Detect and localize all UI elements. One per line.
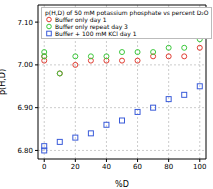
html-text:Buffer only day 1: Buffer only day 1 xyxy=(55,16,107,23)
svg-text:60: 60 xyxy=(133,163,142,171)
html-text:Buffer + 100 mM KCl day 1: Buffer + 100 mM KCl day 1 xyxy=(55,30,137,37)
svg-text:40: 40 xyxy=(102,163,111,171)
html-text:p(H,D) of 50 mM potassium phos: p(H,D) of 50 mM potassium phosphate vs p… xyxy=(45,9,209,16)
svg-text:100: 100 xyxy=(193,163,205,171)
svg-text:%D: %D xyxy=(115,180,129,189)
svg-text:80: 80 xyxy=(164,163,173,171)
svg-text:7.10: 7.10 xyxy=(17,19,33,27)
svg-text:0: 0 xyxy=(42,163,46,171)
html-text:Buffer only repeat day 3: Buffer only repeat day 3 xyxy=(55,23,128,30)
svg-text:6.90: 6.90 xyxy=(17,104,33,112)
svg-text:7.00: 7.00 xyxy=(17,61,33,69)
svg-text:20: 20 xyxy=(71,163,80,171)
svg-text:6.80: 6.80 xyxy=(17,147,33,155)
